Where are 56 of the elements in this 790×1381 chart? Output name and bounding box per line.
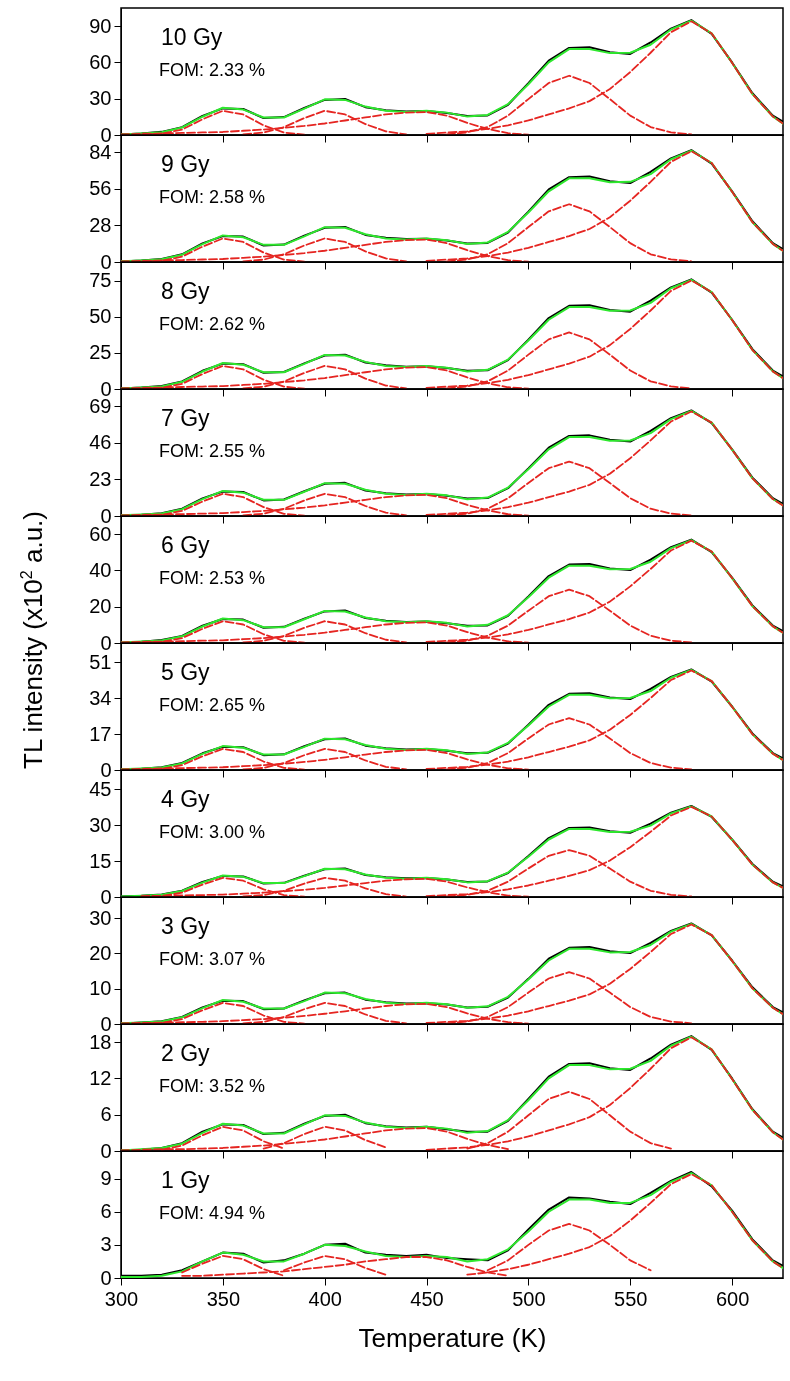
y-tick-label: 60	[89, 50, 112, 73]
annotation: 4 Gy	[161, 786, 211, 812]
annotation: FOM: 3.07 %	[159, 949, 266, 969]
y-tick-label: 30	[89, 87, 112, 110]
y-tick-label: 40	[89, 558, 112, 581]
y-tick-label: 0	[100, 1266, 112, 1289]
annotation: FOM: 3.00 %	[159, 822, 266, 842]
annotation: FOM: 2.53 %	[159, 568, 266, 588]
annotation: FOM: 2.58 %	[159, 187, 266, 207]
annotation: FOM: 2.55 %	[159, 441, 266, 461]
y-tick-label: 23	[89, 467, 112, 490]
y-tick-label: 50	[89, 305, 112, 328]
annotation: 9 Gy	[161, 151, 211, 177]
y-tick-label: 20	[89, 941, 112, 964]
x-tick-label: 450	[410, 1287, 444, 1310]
annotation: FOM: 2.62 %	[159, 314, 266, 334]
annotation: 10 Gy	[161, 24, 223, 50]
x-tick-label: 600	[715, 1287, 750, 1310]
y-tick-label: 12	[89, 1066, 112, 1089]
y-tick-label: 10	[89, 977, 112, 1000]
y-tick-label: 90	[89, 14, 112, 37]
annotation: 8 Gy	[161, 278, 211, 304]
annotation: 1 Gy	[161, 1167, 211, 1193]
annotation: 7 Gy	[161, 405, 211, 431]
y-tick-label: 9	[100, 1167, 112, 1190]
annotation: FOM: 2.33 %	[159, 60, 266, 80]
annotation: FOM: 4.94 %	[159, 1203, 266, 1223]
y-tick-label: 6	[100, 1200, 112, 1223]
y-tick-label: 0	[100, 377, 112, 400]
y-tick-label: 3	[100, 1233, 112, 1256]
y-tick-label: 17	[89, 722, 112, 745]
x-tick-label: 500	[512, 1287, 546, 1310]
x-tick-label: 400	[308, 1287, 342, 1310]
annotation: 2 Gy	[161, 1040, 211, 1066]
y-tick-label: 15	[89, 849, 112, 872]
y-tick-label: 0	[100, 885, 112, 908]
annotation: 3 Gy	[161, 913, 211, 939]
annotation: FOM: 3.52 %	[159, 1076, 266, 1096]
y-tick-label: 34	[89, 686, 112, 709]
y-tick-label: 6	[100, 1103, 112, 1126]
y-tick-label: 25	[89, 341, 112, 364]
y-tick-label: 46	[89, 431, 112, 454]
x-tick-label: 350	[206, 1287, 241, 1310]
annotation: FOM: 2.65 %	[159, 695, 266, 715]
annotation: 6 Gy	[161, 532, 211, 558]
x-axis-title: Temperature (K)	[358, 1322, 547, 1353]
y-tick-label: 56	[89, 177, 112, 200]
x-tick-label: 550	[614, 1287, 648, 1310]
y-tick-label: 20	[89, 595, 112, 618]
y-tick-label: 0	[100, 1139, 112, 1162]
y-tick-label: 28	[89, 213, 112, 236]
annotation: 5 Gy	[161, 659, 211, 685]
x-tick-label: 300	[104, 1287, 139, 1310]
y-tick-label: 0	[100, 123, 112, 146]
y-tick-label: 30	[89, 813, 112, 836]
y-tick-label: 30	[89, 906, 112, 929]
